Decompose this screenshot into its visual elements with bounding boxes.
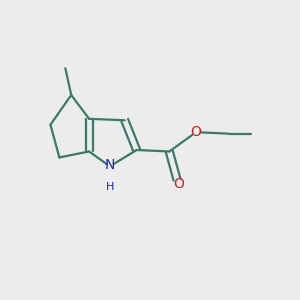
- Text: O: O: [190, 125, 202, 139]
- Text: H: H: [106, 182, 114, 192]
- Text: O: O: [173, 177, 184, 191]
- Text: N: N: [105, 158, 115, 172]
